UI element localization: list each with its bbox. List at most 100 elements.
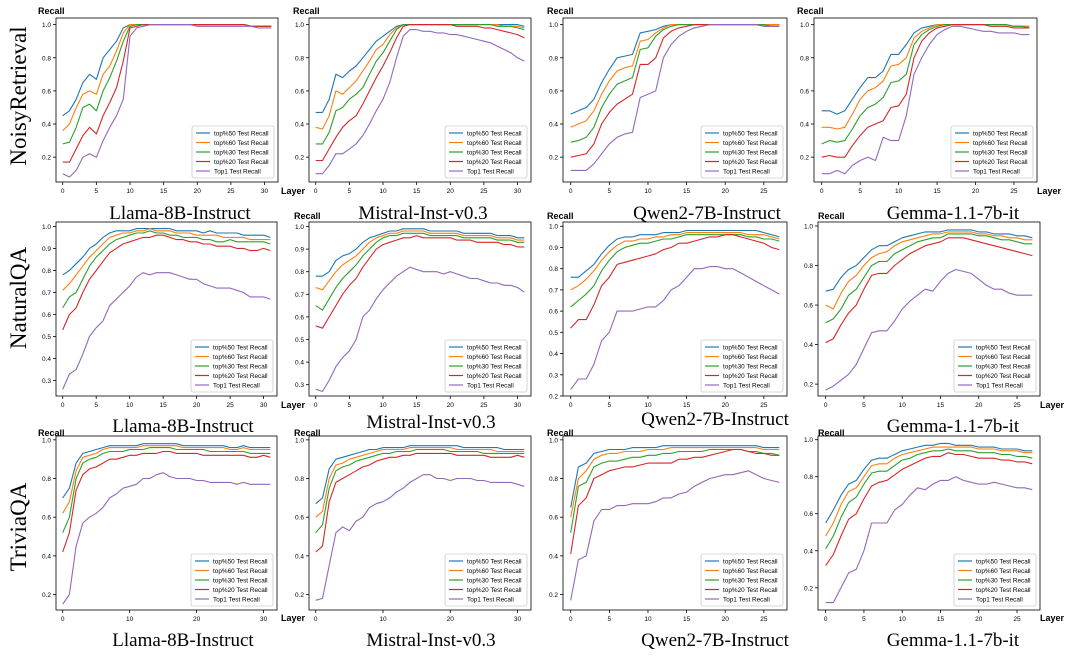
chart-panel-noisyretrieval-llama-8b-instruct: 0.2 0.4 0.6 0.8 1.0 0 5 10 15 20 25 30 top%50 Test R…	[38, 6, 306, 224]
chart-panel-triviaqa-mistral-inst-v0-3: 0.2 0.4 0.6 0.8 1.0 0 10 20 30 top%50 Test Recall…	[294, 428, 532, 651]
series-line-top-20-test-recall	[315, 235, 525, 329]
legend-label: Top1 Test Recall	[467, 168, 514, 175]
plot-frame	[55, 17, 279, 183]
chart-panel-noisyretrieval-mistral-inst-v0-3: 0.2 0.4 0.6 0.8 1.0 0 5 10 15 20 25 30 top%50 Test R…	[293, 6, 532, 224]
plot-frame	[308, 221, 532, 397]
y-axis-label: Recall	[294, 211, 321, 221]
chart-title: Gemma-1.1-7b-it	[887, 416, 1020, 437]
chart-panel-naturalqa-qwen2-7b-instruct: 0.2 0.3 0.4 0.5 0.6 0.7 0.8 0.9 1.0 0 5 10 15 20 25 top…	[547, 211, 790, 430]
legend-label: top%60 Test Recall	[467, 568, 522, 575]
plot-frame	[308, 435, 532, 611]
x-tick-label: 25	[227, 188, 235, 195]
x-tick-label: 25	[1013, 616, 1021, 623]
x-tick-label: 10	[379, 402, 387, 409]
legend: top%50 Test Recall top%60 Test Recall top%…	[190, 339, 274, 393]
series-line-top-30-test-recall	[825, 233, 1033, 324]
y-tick-label: 0.8	[42, 268, 51, 275]
y-tick-label: 0.9	[549, 245, 558, 252]
legend-label: top%60 Test Recall	[467, 140, 522, 147]
legend: top%50 Test Recall top%60 Test Recall top%…	[444, 125, 528, 179]
legend-label: top%20 Test Recall	[976, 587, 1031, 594]
row-label-noisyretrieval: NoisyRetrieval	[6, 26, 31, 165]
y-axis-label: Recall	[38, 6, 65, 16]
series-line-top-30-test-recall	[570, 448, 780, 533]
series-line-top-60-test-recall	[315, 230, 525, 291]
y-axis-label: Recall	[293, 6, 320, 16]
legend: top%50 Test Recall top%60 Test Recall top%…	[700, 553, 784, 607]
series-line-top-20-test-recall	[62, 450, 271, 553]
legend-label: Top1 Test Recall	[723, 168, 770, 175]
y-tick-label: 0.4	[549, 122, 558, 129]
legend-label: top%20 Test Recall	[467, 159, 522, 166]
legend-label: Top1 Test Recall	[723, 382, 770, 389]
x-tick-label: 20	[722, 616, 730, 623]
legend-label: Top1 Test Recall	[976, 596, 1023, 603]
series-line-top-50-test-recall	[62, 24, 272, 117]
x-tick-label: 10	[126, 616, 134, 623]
legend-label: top%50 Test Recall	[467, 130, 522, 137]
legend-label: top%20 Test Recall	[213, 587, 268, 594]
x-tick-label: 15	[683, 402, 691, 409]
y-tick-label: 0.6	[295, 88, 304, 95]
legend-label: top%50 Test Recall	[976, 344, 1031, 351]
y-tick-label: 0.7	[295, 292, 304, 299]
legend-label: Top1 Test Recall	[214, 168, 261, 175]
y-tick-label: 0.6	[295, 515, 304, 522]
x-tick-label: 25	[760, 188, 768, 195]
y-axis-label: Recall	[818, 428, 845, 438]
legend-label: top%20 Test Recall	[723, 159, 778, 166]
row-label-naturalqa: NaturalQA	[6, 247, 31, 350]
legend-label: top%30 Test Recall	[723, 363, 778, 370]
x-tick-label: 30	[514, 188, 522, 195]
x-tick-label: 5	[608, 188, 612, 195]
legend: top%50 Test Recall top%60 Test Recall top%…	[444, 553, 528, 607]
chart-title: Qwen2-7B-Instruct	[641, 409, 789, 430]
y-tick-label: 0.6	[549, 309, 558, 316]
chart-panel-triviaqa-llama-8b-instruct: 0.2 0.4 0.6 0.8 1.0 0 10 20 30 top%50 Test Recall…	[38, 428, 306, 651]
x-axis-label: Layer	[1040, 400, 1065, 410]
chart-panel-noisyretrieval-gemma-1-1-7b-it: 0.2 0.4 0.6 0.8 1.0 0 5 10 15 20 25 top%50 Test Rec…	[797, 6, 1062, 224]
chart-title: Gemma-1.1-7b-it	[887, 203, 1020, 224]
x-tick-label: 10	[379, 188, 387, 195]
chart-panel-naturalqa-mistral-inst-v0-3: 0.3 0.4 0.5 0.6 0.7 0.8 0.9 1.0 0 5 10 15 20 25 30 top%…	[294, 211, 532, 433]
y-tick-label: 0.4	[804, 342, 813, 349]
legend-label: top%20 Test Recall	[213, 373, 268, 380]
x-tick-label: 20	[193, 616, 201, 623]
chart-title: Mistral-Inst-v0.3	[366, 412, 495, 433]
y-tick-label: 0.6	[804, 303, 813, 310]
plot-frame	[817, 221, 1041, 397]
y-tick-label: 0.6	[549, 515, 558, 522]
x-tick-label: 10	[644, 402, 652, 409]
legend-label: Top1 Test Recall	[467, 596, 514, 603]
x-tick-label: 15	[937, 402, 945, 409]
x-tick-label: 30	[260, 402, 268, 409]
series-line-top1-test-recall	[825, 268, 1033, 391]
y-tick-label: 0.5	[295, 337, 304, 344]
legend-label: top%60 Test Recall	[976, 568, 1031, 575]
panels: 0.2 0.4 0.6 0.8 1.0 0 5 10 15 20 25 30 top%50 Test R…	[38, 6, 1065, 651]
x-tick-label: 5	[348, 188, 352, 195]
x-tick-label: 0	[824, 402, 828, 409]
legend: top%50 Test Recall top%60 Test Recall top%…	[191, 125, 275, 179]
legend-label: top%50 Test Recall	[723, 130, 778, 137]
legend-label: top%60 Test Recall	[467, 354, 522, 361]
legend-label: top%60 Test Recall	[723, 140, 778, 147]
x-axis-label: Layer	[1040, 613, 1065, 623]
x-tick-label: 10	[644, 188, 652, 195]
y-tick-label: 0.8	[804, 263, 813, 270]
legend-box	[191, 125, 275, 179]
x-tick-label: 5	[94, 402, 98, 409]
legend-label: top%50 Test Recall	[976, 558, 1031, 565]
legend-box	[190, 339, 274, 393]
series-line-top-50-test-recall	[315, 445, 525, 505]
legend-label: top%50 Test Recall	[213, 558, 268, 565]
series-line-top-50-test-recall	[62, 443, 271, 499]
legend-label: Top1 Test Recall	[723, 596, 770, 603]
y-tick-label: 0.3	[42, 378, 51, 385]
x-tick-label: 10	[895, 188, 903, 195]
x-tick-label: 15	[683, 616, 691, 623]
x-tick-label: 10	[899, 616, 907, 623]
x-tick-label: 0	[824, 616, 828, 623]
series-line-top-20-test-recall	[315, 452, 525, 553]
x-tick-label: 5	[862, 402, 866, 409]
